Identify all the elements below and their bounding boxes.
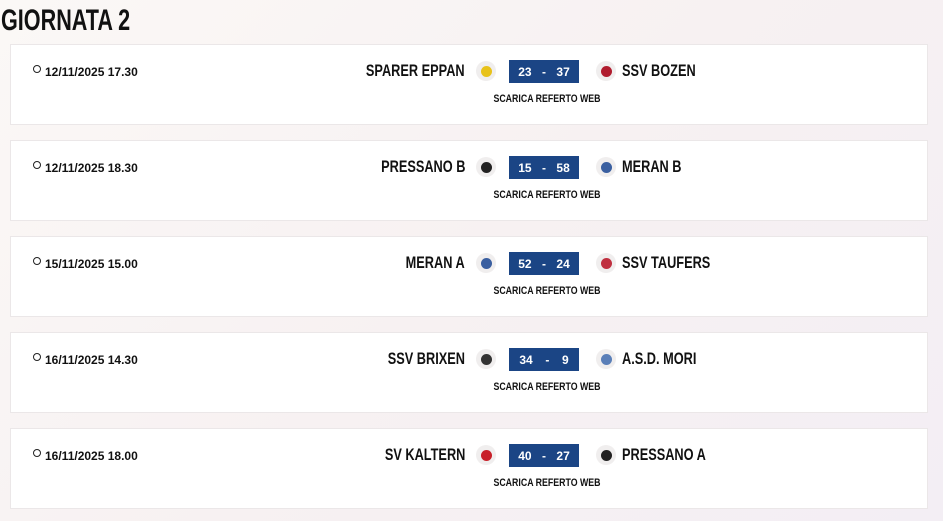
away-team[interactable]: PRESSANO A [622,445,706,464]
home-team[interactable]: PRESSANO B [380,157,465,176]
away-team-logo-icon [596,253,616,273]
score-box[interactable]: 34-9 [509,348,579,371]
match-card: 12/11/2025 18.30 PRESSANO B 15-58 MERAN … [10,140,928,221]
home-team[interactable]: MERAN A [405,253,465,272]
score-box[interactable]: 40-27 [509,444,579,467]
date-text: 12/11/2025 18.30 [45,161,138,175]
away-score: 37 [556,64,570,79]
download-report-link[interactable]: SCARICA REFERTO WEB [493,93,601,105]
home-team-logo-icon [476,445,496,465]
match-date: 16/11/2025 18.00 [33,449,138,463]
away-team-logo-icon [596,349,616,369]
home-team[interactable]: SV KALTERN [384,445,465,464]
score-separator: - [541,160,546,175]
score-separator: - [541,256,546,271]
match-date: 16/11/2025 14.30 [33,353,138,367]
home-score: 34 [519,352,533,367]
score-box[interactable]: 23-37 [509,60,579,83]
away-team[interactable]: SSV TAUFERS [622,253,711,272]
clock-icon [33,257,41,265]
home-team-logo-icon [476,157,496,177]
score-separator: - [545,352,550,367]
download-report-link[interactable]: SCARICA REFERTO WEB [493,189,601,201]
download-report-link[interactable]: SCARICA REFERTO WEB [493,381,601,393]
home-score: 23 [518,64,532,79]
date-text: 16/11/2025 18.00 [45,449,138,463]
home-team-logo-icon [476,253,496,273]
match-card: 15/11/2025 15.00 MERAN A 52-24 SSV TAUFE… [10,236,928,317]
away-score: 24 [556,256,570,271]
home-team-logo-icon [476,61,496,81]
away-team-logo-icon [596,445,616,465]
away-team-logo-icon [596,61,616,81]
date-text: 16/11/2025 14.30 [45,353,138,367]
match-date: 12/11/2025 18.30 [33,161,138,175]
away-score: 58 [556,160,570,175]
score-separator: - [541,64,546,79]
page-title: GIORNATA 2 [1,4,131,37]
clock-icon [33,449,41,457]
match-card: 16/11/2025 14.30 SSV BRIXEN 34-9 A.S.D. … [10,332,928,413]
date-text: 12/11/2025 17.30 [45,65,138,79]
match-date: 15/11/2025 15.00 [33,257,138,271]
download-report-link[interactable]: SCARICA REFERTO WEB [493,477,601,489]
home-score: 15 [518,160,532,175]
away-score: 27 [556,448,570,463]
home-score: 52 [518,256,532,271]
download-report-link[interactable]: SCARICA REFERTO WEB [493,285,601,297]
match-card: 12/11/2025 17.30 SPARER EPPAN 23-37 SSV … [10,44,928,125]
away-score: 9 [561,352,569,367]
score-box[interactable]: 15-58 [509,156,579,179]
away-team[interactable]: MERAN B [622,157,682,176]
clock-icon [33,65,41,73]
home-score: 40 [518,448,532,463]
match-card: 16/11/2025 18.00 SV KALTERN 40-27 PRESSA… [10,428,928,509]
away-team[interactable]: A.S.D. MORI [622,349,697,368]
away-team-logo-icon [596,157,616,177]
home-team-logo-icon [476,349,496,369]
score-separator: - [541,448,546,463]
home-team[interactable]: SSV BRIXEN [387,349,465,368]
away-team[interactable]: SSV BOZEN [622,61,696,80]
match-date: 12/11/2025 17.30 [33,65,138,79]
clock-icon [33,353,41,361]
score-box[interactable]: 52-24 [509,252,579,275]
clock-icon [33,161,41,169]
home-team[interactable]: SPARER EPPAN [366,61,465,80]
date-text: 15/11/2025 15.00 [45,257,138,271]
